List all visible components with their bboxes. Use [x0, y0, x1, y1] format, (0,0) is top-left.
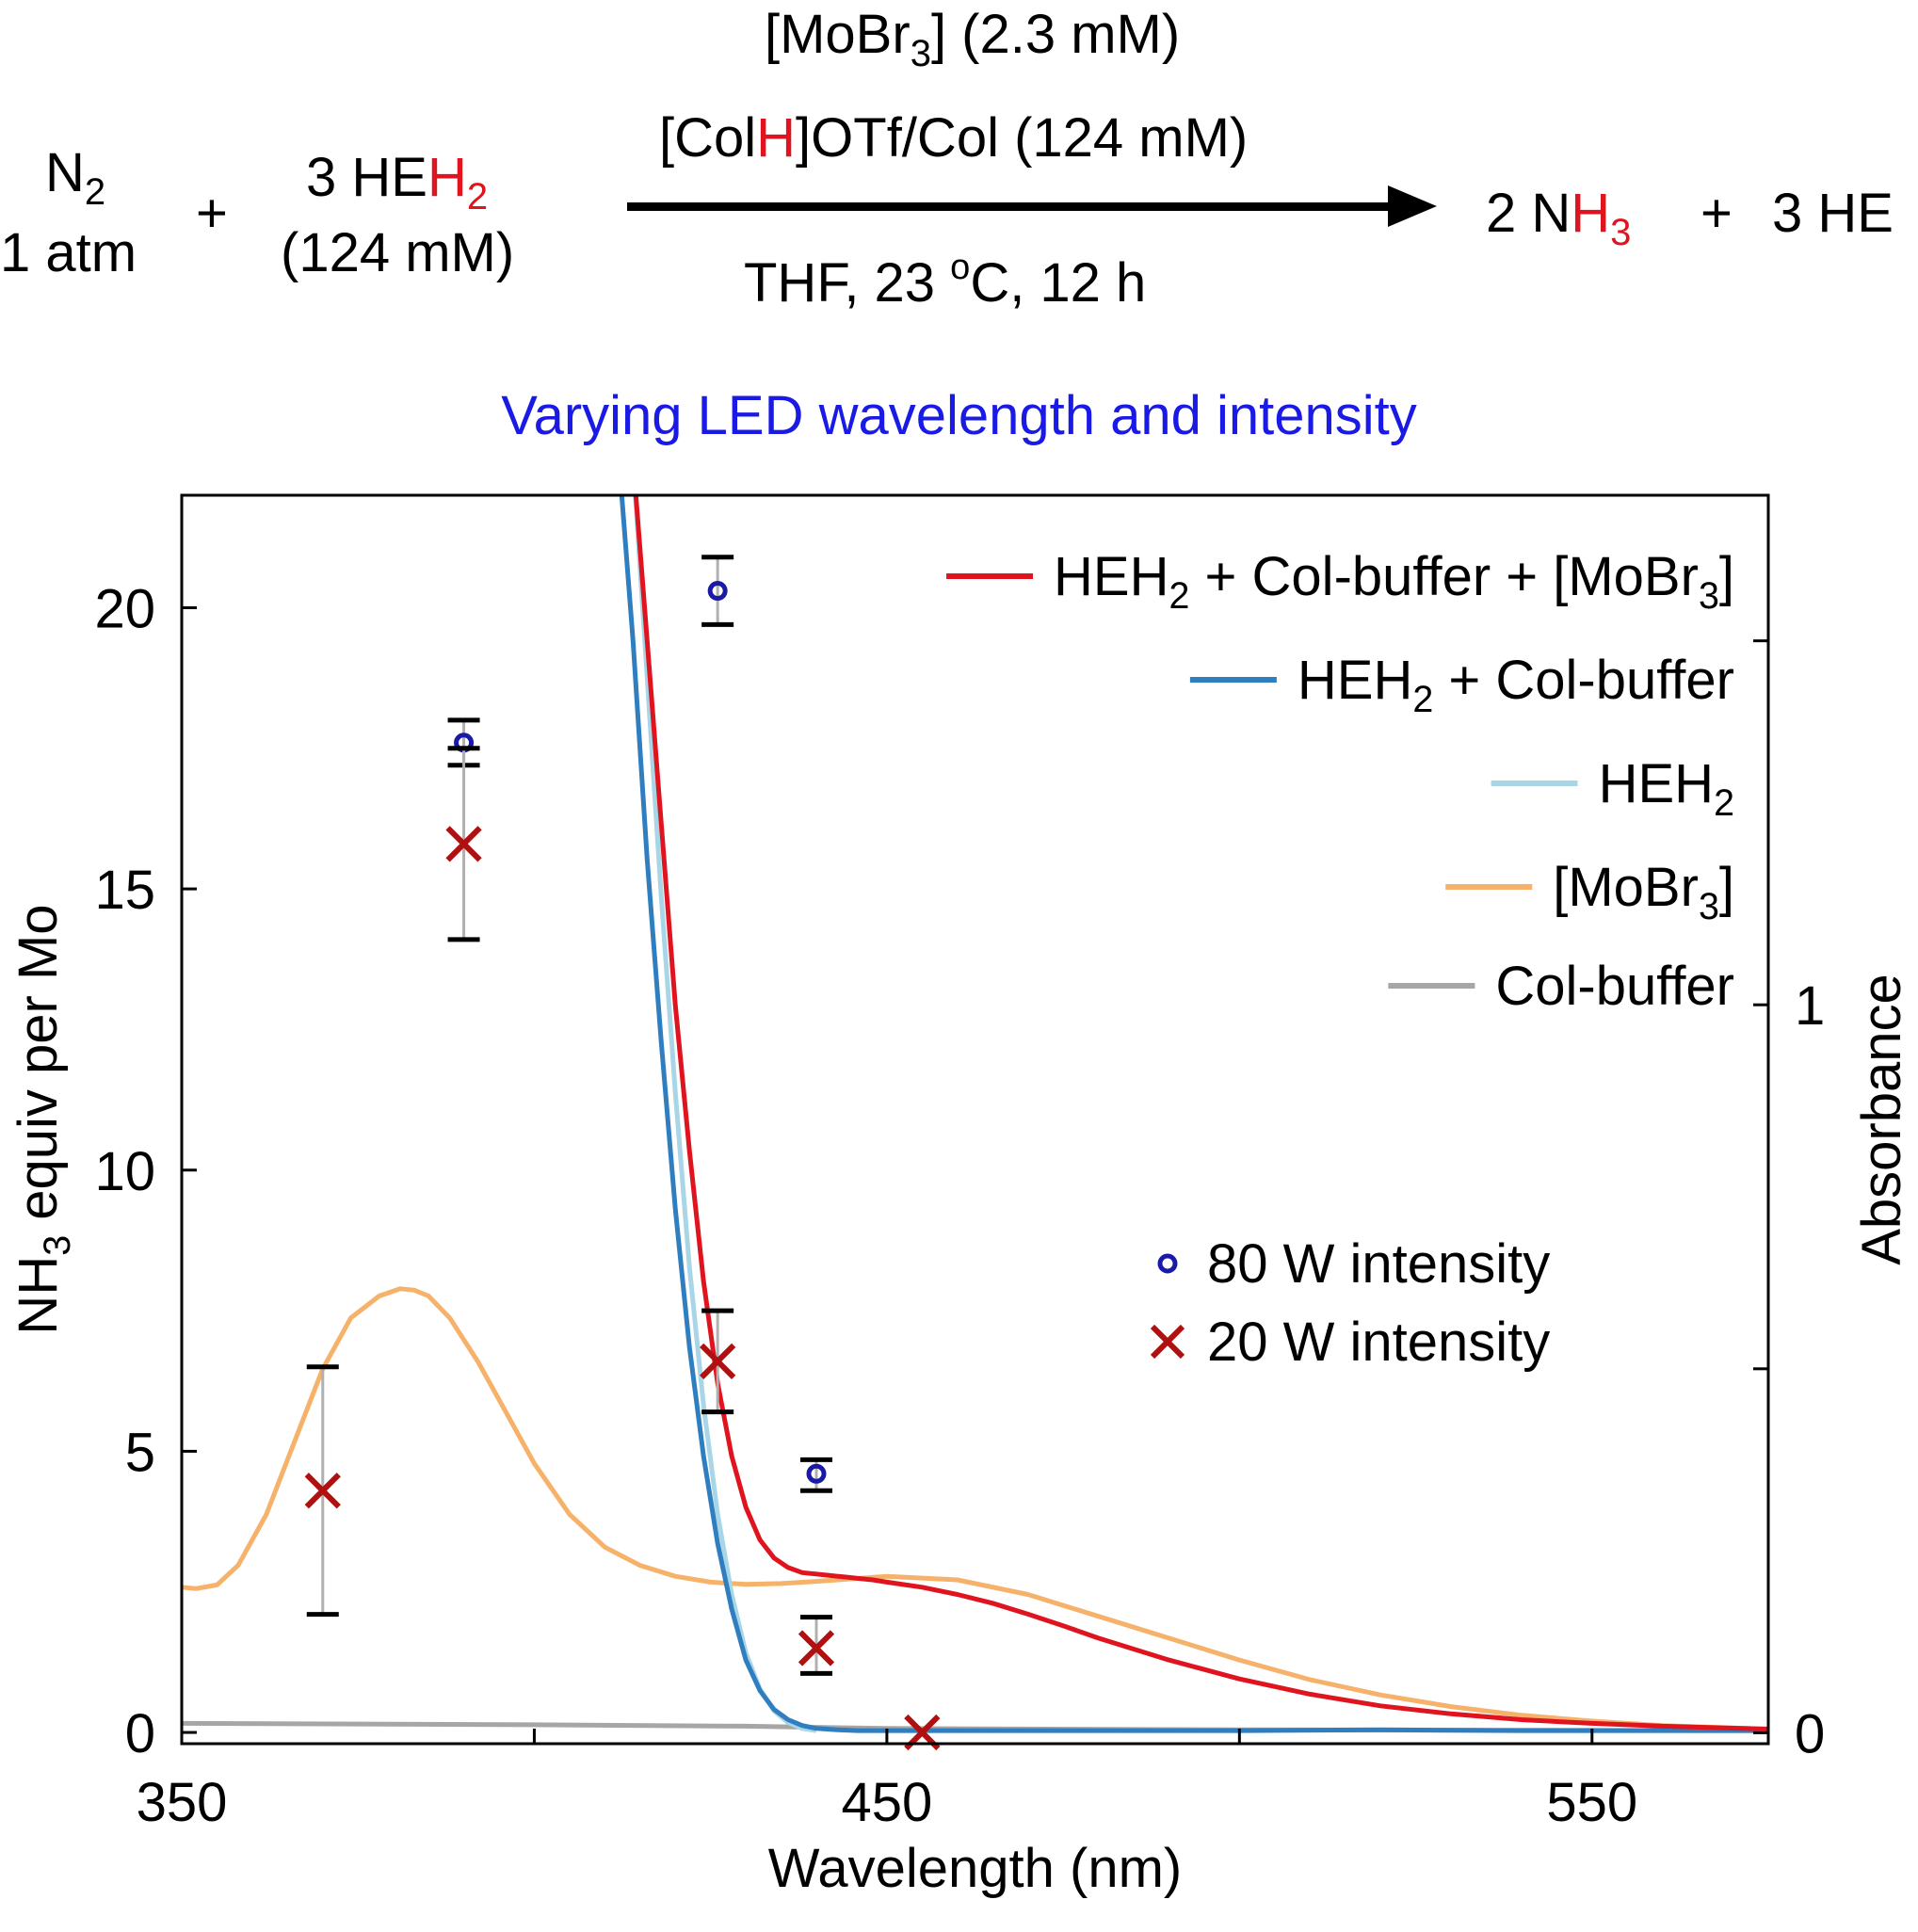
product-nh3-highlight: H — [1571, 183, 1611, 244]
reactant-n2-condition: 1 atm — [0, 222, 137, 283]
legend-label-4: Col-buffer — [1495, 956, 1734, 1017]
marker-legend: 80 W intensity 20 W intensity — [1150, 1233, 1550, 1373]
reactant-heh2: 3 HEH2 — [306, 151, 488, 217]
conditions-label: THF, 23 oC, 12 h — [744, 250, 1146, 311]
legend-label-1: HEH2 + Col-buffer — [1297, 650, 1734, 720]
reactant-heh2-condition: (124 mM) — [281, 222, 515, 283]
reactant-heh2-prefix: 3 HE — [306, 147, 427, 208]
acid-prefix: [Col — [659, 107, 757, 169]
x-tick-label-550: 550 — [1546, 1772, 1637, 1833]
marker-20-w-intensity-0 — [304, 1473, 341, 1509]
legend-label-0-part-4: ] — [1719, 546, 1734, 607]
reactant-n2: N2 — [45, 146, 105, 212]
catalyst-prefix: [MoBr — [765, 4, 911, 65]
y-left-tick-label-0: 0 — [125, 1703, 155, 1764]
y-axis-right-label: Absorbance — [1851, 974, 1912, 1265]
reaction-arrow-head — [1388, 185, 1437, 227]
marker-legend-icon-1 — [1150, 1324, 1185, 1360]
series-line-heh2-col-buffer-mobr3- — [633, 495, 1768, 1731]
legend-label-0: HEH2 + Col-buffer + [MoBr3] — [1054, 546, 1734, 617]
plus-sign-2: + — [1700, 183, 1733, 244]
plot-frame — [180, 493, 1770, 1746]
product-nh3-prefix: 2 N — [1486, 183, 1571, 244]
y-axis-left-label: NH3 equiv per Mo — [8, 904, 78, 1334]
reactant-n2-subscript: 2 — [84, 171, 106, 213]
data-points — [304, 555, 941, 1751]
x-axis: 350 450 550 Wavelength (nm) — [137, 1729, 1637, 1899]
y-left-tick-label-10: 10 — [94, 1141, 155, 1202]
marker-20-w-intensity-1 — [445, 826, 482, 862]
legend-label-0-part-1: 2 — [1169, 575, 1190, 617]
legend-label-2: HEH2 — [1599, 753, 1734, 824]
y-axis-right: 0 1 Absorbance — [1753, 639, 1912, 1764]
conditions-suffix: C, 12 h — [970, 252, 1147, 314]
acid-buffer-label: [ColH]OTf/Col (124 mM) — [659, 111, 1248, 166]
legend-label-1-part-2: + Col-buffer — [1433, 650, 1734, 711]
catalyst-label: [MoBr3] (2.3 mM) — [765, 8, 1180, 73]
reaction-scheme: N2 1 atm + 3 HEH2 (124 mM) [MoBr3] (2.3 … — [0, 0, 1918, 358]
plus-sign-1: + — [196, 183, 228, 244]
y-axis-left-label-part-2: equiv per Mo — [8, 904, 69, 1234]
y-axis-left-label-part-0: NH — [8, 1256, 69, 1335]
legend-label-3: [MoBr3] — [1553, 857, 1734, 927]
marker-20-w-intensity-2 — [700, 1343, 736, 1379]
legend-label-0-part-2: + Col-buffer + [MoBr — [1189, 546, 1699, 607]
legend-label-3-part-0: [MoBr — [1553, 857, 1699, 918]
product-nh3-subscript: 3 — [1610, 212, 1632, 253]
marker-legend-label-0: 80 W intensity — [1207, 1233, 1550, 1295]
reactant-n2-formula: N — [45, 142, 85, 203]
acid-highlight: H — [756, 107, 797, 169]
marker-80-w-intensity-1 — [707, 581, 728, 602]
degree-superscript: o — [950, 248, 971, 287]
line-legend: HEH2 + Col-buffer + [MoBr3]HEH2 + Col-bu… — [946, 546, 1734, 1017]
product-he: 3 HE — [1772, 183, 1894, 244]
x-tick-label-350: 350 — [137, 1772, 228, 1833]
marker-legend-icon-0 — [1157, 1253, 1178, 1274]
chart-title: Varying LED wavelength and intensity — [501, 385, 1417, 446]
catalyst-subscript: 3 — [910, 33, 931, 74]
legend-label-0-part-3: 3 — [1699, 575, 1719, 617]
reactant-heh2-subscript: 2 — [466, 176, 489, 217]
legend-label-3-part-1: 3 — [1699, 886, 1719, 927]
x-tick-label-450: 450 — [841, 1772, 932, 1833]
series-line-heh2-col-buffer — [619, 495, 1768, 1733]
y-left-tick-label-5: 5 — [125, 1422, 155, 1483]
y-right-tick-label-0: 0 — [1795, 1703, 1825, 1764]
marker-80-w-intensity-2 — [806, 1463, 827, 1484]
catalyst-suffix: ] (2.3 mM) — [930, 4, 1181, 65]
x-axis-label: Wavelength (nm) — [768, 1838, 1182, 1899]
product-nh3: 2 NH3 — [1486, 183, 1631, 252]
legend-label-1-part-0: HEH — [1297, 650, 1412, 711]
y-left-tick-label-20: 20 — [94, 578, 155, 639]
marker-legend-label-1: 20 W intensity — [1207, 1312, 1550, 1373]
legend-label-3-part-2: ] — [1719, 857, 1734, 918]
legend-label-2-part-0: HEH — [1599, 753, 1714, 814]
acid-suffix: ]OTf/Col (124 mM) — [796, 107, 1249, 169]
legend-label-2-part-1: 2 — [1714, 782, 1734, 824]
conditions-prefix: THF, 23 — [744, 252, 951, 314]
reaction-arrow-line — [627, 202, 1409, 211]
y-left-tick-label-15: 15 — [94, 860, 155, 921]
y-axis-left: 0 5 10 15 20 NH3 equiv per Mo — [8, 578, 197, 1764]
series-line-heh2 — [633, 495, 817, 1733]
legend-label-0-part-0: HEH — [1054, 546, 1169, 607]
marker-20-w-intensity-3 — [798, 1630, 835, 1666]
y-right-tick-label-1: 1 — [1795, 975, 1825, 1037]
y-axis-left-label-part-1: 3 — [37, 1235, 78, 1256]
legend-label-4-part-0: Col-buffer — [1495, 956, 1734, 1017]
reactant-heh2-highlight: H — [427, 147, 467, 208]
legend-label-1-part-1: 2 — [1412, 679, 1433, 720]
